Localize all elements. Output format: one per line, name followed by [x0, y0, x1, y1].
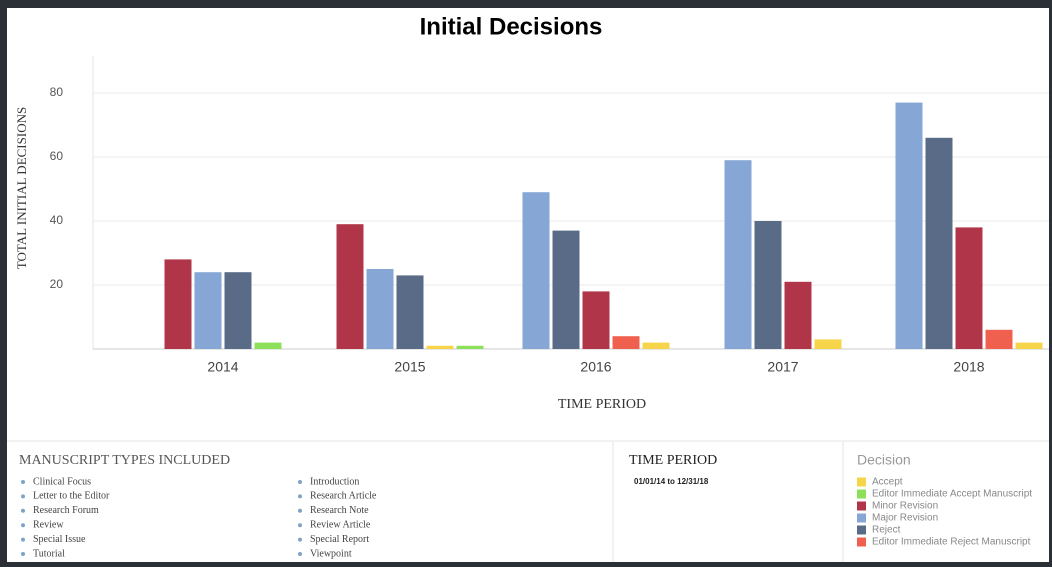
bar	[724, 160, 752, 349]
bar	[336, 224, 364, 349]
y-tick-label: 20	[50, 277, 64, 291]
panel-title: MANUSCRIPT TYPES INCLUDED	[19, 453, 230, 468]
manuscript-type: Special Report	[310, 534, 369, 545]
x-tick-label: 2014	[207, 359, 238, 375]
bar	[895, 102, 923, 349]
x-tick-label: 2017	[767, 359, 798, 375]
legend-swatch	[857, 489, 866, 499]
bullet	[21, 508, 25, 513]
legend-label: Reject	[872, 525, 901, 536]
bullet	[298, 552, 302, 556]
legend-swatch	[857, 477, 866, 487]
manuscript-type: Research Forum	[33, 505, 99, 516]
bar	[754, 221, 782, 349]
time-range: 01/01/14 to 12/31/18	[634, 477, 709, 486]
y-tick-label: 60	[50, 149, 64, 163]
y-tick-label: 80	[50, 85, 64, 99]
bar	[552, 230, 580, 349]
legend-label: Accept	[872, 477, 903, 488]
bullet	[21, 552, 25, 556]
x-axis-title: TIME PERIOD	[558, 397, 646, 412]
chart-title: Initial Decisions	[420, 13, 603, 40]
legend-label: Editor Immediate Reject Manuscript	[872, 537, 1031, 548]
manuscript-type: Introduction	[310, 476, 359, 487]
legend-swatch	[857, 537, 866, 547]
bar	[194, 272, 222, 349]
manuscript-type: Research Note	[310, 505, 369, 516]
y-tick-label: 40	[50, 213, 64, 227]
legend-label: Minor Revision	[872, 501, 938, 512]
panel-title: TIME PERIOD	[629, 453, 717, 468]
y-axis-title: TOTAL INITIAL DECISIONS	[14, 107, 29, 269]
bar	[1015, 342, 1043, 349]
bar	[456, 345, 484, 349]
x-tick-label: 2018	[953, 359, 984, 375]
manuscript-type: Clinical Focus	[33, 476, 91, 487]
bar	[224, 272, 252, 349]
bullet	[298, 508, 302, 513]
bullet	[21, 537, 25, 542]
manuscript-type: Special Issue	[33, 534, 86, 545]
bar	[254, 342, 282, 349]
bar	[164, 259, 192, 349]
bar	[985, 329, 1013, 349]
legend-swatch	[857, 525, 866, 535]
bar	[814, 339, 842, 349]
x-tick-label: 2015	[394, 359, 425, 375]
chart: Initial Decisions TOTAL INITIAL DECISION…	[7, 13, 1049, 562]
bullet	[298, 537, 302, 542]
bar	[784, 281, 812, 349]
bullet	[21, 523, 25, 528]
legend-swatch	[857, 513, 866, 523]
manuscript-type: Letter to the Editor	[33, 491, 110, 502]
bar	[366, 269, 394, 349]
legend-label: Editor Immediate Accept Manuscript	[872, 489, 1032, 500]
bullet	[298, 523, 302, 528]
manuscript-type: Tutorial	[33, 548, 65, 559]
bar	[426, 345, 454, 349]
x-tick-label: 2016	[580, 359, 611, 375]
bar	[522, 192, 550, 349]
bar	[955, 227, 983, 349]
bullet	[21, 480, 25, 484]
legend-swatch	[857, 501, 866, 511]
manuscript-type: Research Article	[310, 491, 377, 502]
bar	[925, 137, 953, 349]
bar	[582, 291, 610, 349]
manuscript-type: Viewpoint	[310, 548, 352, 559]
bar	[396, 275, 424, 349]
legend-title: Decision	[857, 452, 911, 468]
manuscript-type: Review	[33, 519, 64, 530]
bullet	[298, 494, 302, 499]
bullet	[21, 494, 25, 499]
bullet	[298, 480, 302, 484]
bar	[642, 342, 670, 349]
manuscript-type: Review Article	[310, 519, 371, 530]
bar	[612, 336, 640, 349]
legend-label: Major Revision	[872, 513, 938, 524]
report: Initial Decisions TOTAL INITIAL DECISION…	[7, 8, 1049, 562]
